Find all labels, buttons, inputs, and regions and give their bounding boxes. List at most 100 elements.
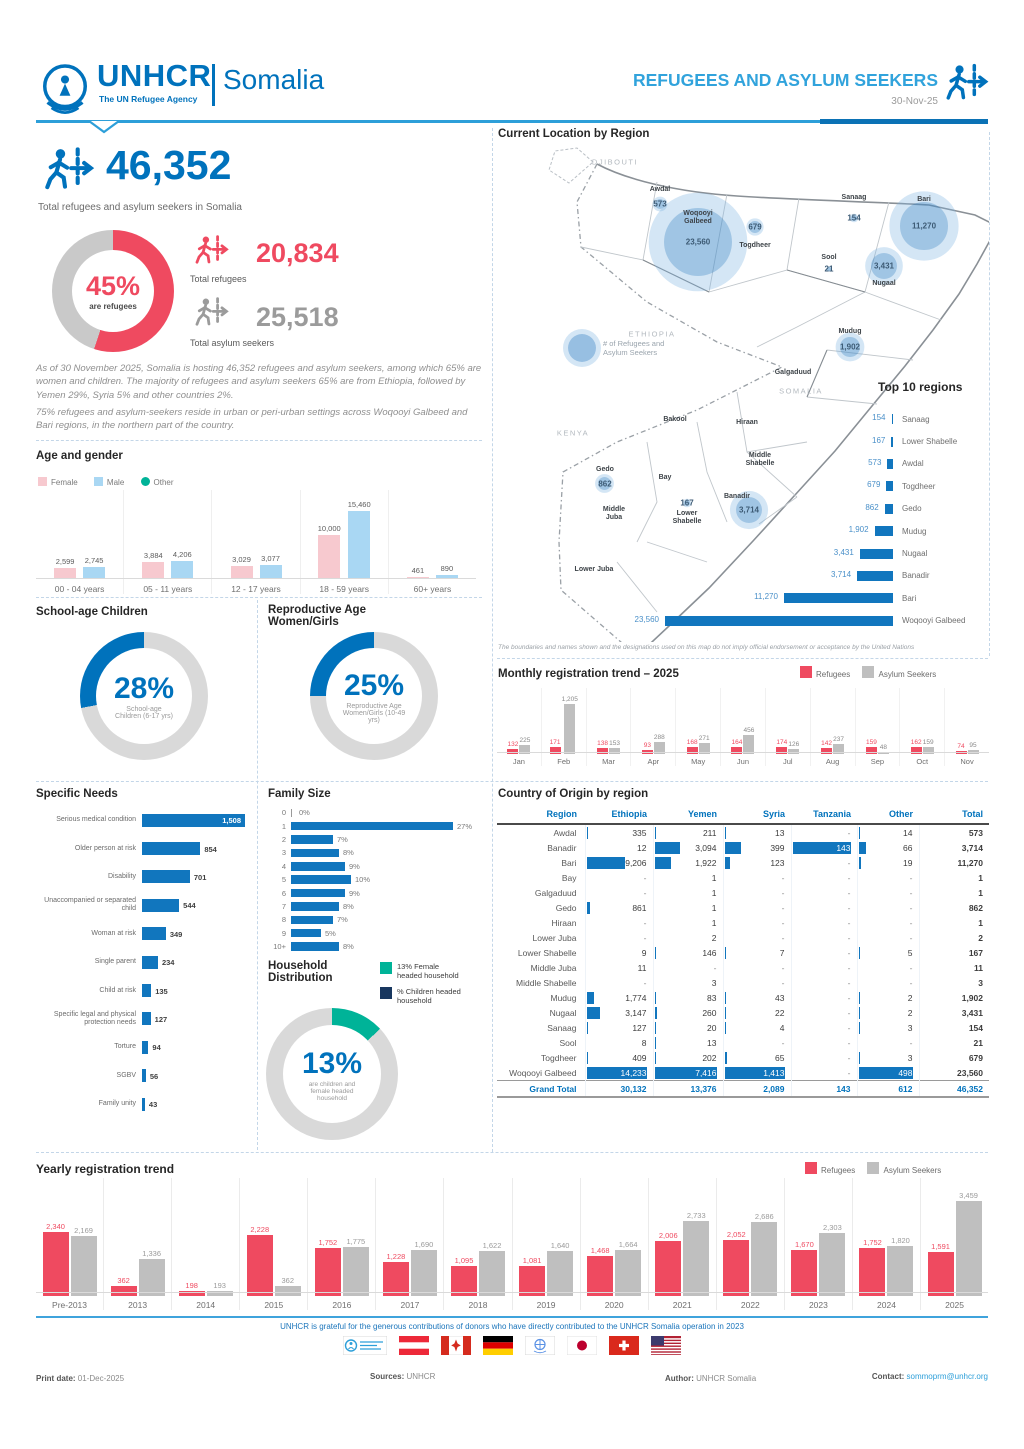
- top10-value: 3,431: [833, 547, 854, 557]
- table-cell: -: [790, 960, 857, 975]
- flag-un-icon: [525, 1336, 555, 1355]
- donor-flags: [36, 1336, 988, 1355]
- table-cell: 2: [918, 930, 989, 945]
- year-label: 2018: [468, 1300, 488, 1310]
- table-cell: 861: [584, 900, 653, 915]
- top10-value: 167: [872, 435, 886, 445]
- table-cell: 1: [652, 870, 723, 885]
- monthly-value: 74: [957, 742, 965, 750]
- chart-el: 162 159: [910, 692, 934, 754]
- report-title: REFUGEES AND ASYLUM SEEKERS: [633, 70, 938, 90]
- top10-bar: [886, 481, 893, 492]
- yearly-bar-refugees: [178, 1290, 205, 1296]
- contact-email-link[interactable]: sommoprm@unhcr.org: [906, 1372, 988, 1381]
- table-cell: 3: [856, 1050, 919, 1065]
- year-label: 2022: [740, 1300, 760, 1310]
- top10-name: Awdal: [902, 459, 924, 469]
- region-bubble: [598, 477, 612, 491]
- top10-row: 679 Togdheer: [635, 475, 987, 497]
- grand-total-cell: 143: [790, 1080, 857, 1098]
- table-cell: 399: [722, 840, 791, 855]
- year-group: 1,752 1,775 2016: [307, 1178, 375, 1310]
- chart-el: 3,459: [955, 1191, 982, 1296]
- size-value: 8%: [343, 942, 354, 952]
- table-cell: 862: [918, 900, 989, 915]
- need-label: Disability: [107, 872, 136, 880]
- country-label: DJIBOUTI: [591, 157, 639, 167]
- yearly-value: 1,690: [414, 1239, 434, 1249]
- chart-el: 225: [519, 736, 531, 754]
- year-label: 2021: [672, 1300, 692, 1310]
- family-size-title: Family Size: [268, 788, 331, 800]
- top10-bar: [874, 526, 893, 537]
- chart-el: 1,820: [887, 1236, 914, 1296]
- yearly-bar-asylum: [138, 1259, 165, 1296]
- need-bar: [142, 1012, 151, 1026]
- table-cell: 8: [584, 1035, 653, 1050]
- need-bar: [142, 955, 158, 969]
- table-row: Sanaag 127 20 4-3 154: [497, 1020, 989, 1035]
- chart-el: 153: [609, 740, 621, 754]
- chart-el: 142: [821, 740, 833, 754]
- divider: [36, 1152, 988, 1153]
- region-label: Bari: [917, 195, 931, 203]
- family-size-row: 3 8%: [268, 846, 482, 859]
- total-asylum-label: Total asylum seekers: [190, 338, 275, 348]
- table-cell: -: [790, 975, 857, 990]
- region-value: 679: [748, 222, 762, 232]
- region-cell: Middle Juba: [530, 962, 577, 973]
- chart-el: 1,591: [927, 1242, 954, 1296]
- chart-el: 2,006 2,733: [655, 1182, 710, 1296]
- header-rule-accent: [820, 119, 988, 124]
- table-cell: 679: [918, 1050, 989, 1065]
- divider: [989, 132, 990, 656]
- chart-el: 2,745: [83, 556, 106, 579]
- year-label: Pre-2013: [52, 1300, 88, 1310]
- month-label: Aug: [825, 757, 840, 766]
- unhcr-emblem-icon: [38, 62, 92, 116]
- table-cell: 4: [722, 1020, 791, 1035]
- table-cell: -: [722, 870, 791, 885]
- narrative-2: 75% refugees and asylum-seekers reside i…: [36, 407, 468, 432]
- table-row: Bari 9,206 1,922 123-19 11,270: [497, 855, 989, 870]
- need-label: Torture: [114, 1043, 136, 1051]
- family-size-chart: 0 0% 1 27% 2 7% 3 8% 4 9% 5 10% 6 9% 7 8% 8 7% 9 5% 10+ 8%: [268, 806, 482, 953]
- monthly-value: 132: [507, 740, 519, 748]
- chart-el: 456: [743, 727, 755, 754]
- age-bar-female: [318, 535, 341, 579]
- table-cell: 409: [584, 1050, 653, 1065]
- table-row: Sool 8 13- - -21: [497, 1035, 989, 1050]
- yearly-value: 2,006: [658, 1230, 678, 1240]
- country-label: KENYA: [556, 428, 590, 438]
- chart-el: 1,095 1,622: [451, 1182, 505, 1296]
- grand-total-cell: 30,132: [584, 1080, 653, 1098]
- legend-other: Other: [153, 478, 174, 487]
- age-bar-female: [406, 576, 429, 579]
- flag-canada-icon: [441, 1336, 471, 1355]
- need-bar: [142, 927, 166, 941]
- region-label: Banadir: [723, 492, 751, 500]
- yearly-bar-refugees: [519, 1266, 546, 1296]
- top10-name: Lower Shabelle: [902, 437, 958, 447]
- chart-el: 3,884 4,206: [142, 493, 194, 579]
- region-value: 11,270: [911, 221, 937, 231]
- top10-row: 154 Sanaag: [635, 408, 987, 430]
- monthly-value: 271: [698, 734, 710, 742]
- table-cell: 202: [652, 1050, 723, 1065]
- yearly-bar-refugees: [246, 1234, 273, 1296]
- yearly-value: 1,670: [795, 1240, 814, 1250]
- monthly-value: 225: [519, 736, 531, 744]
- monthly-bar-asylum: [743, 735, 755, 754]
- year-group: 1,095 1,622 2018: [443, 1178, 511, 1310]
- region-bubble: [900, 202, 948, 250]
- yearly-value: 1,468: [590, 1245, 610, 1255]
- top10-value: 573: [868, 457, 882, 467]
- chart-el: 1,205: [562, 696, 578, 754]
- age-value: 4,206: [172, 549, 192, 559]
- top10-bar: [783, 593, 893, 604]
- yearly-title: Yearly registration trend: [36, 1162, 175, 1176]
- month-label: Apr: [647, 757, 660, 766]
- refugees-swatch-icon: [800, 666, 812, 678]
- month-label: Feb: [557, 757, 571, 766]
- chart-el: 1,640: [547, 1241, 574, 1296]
